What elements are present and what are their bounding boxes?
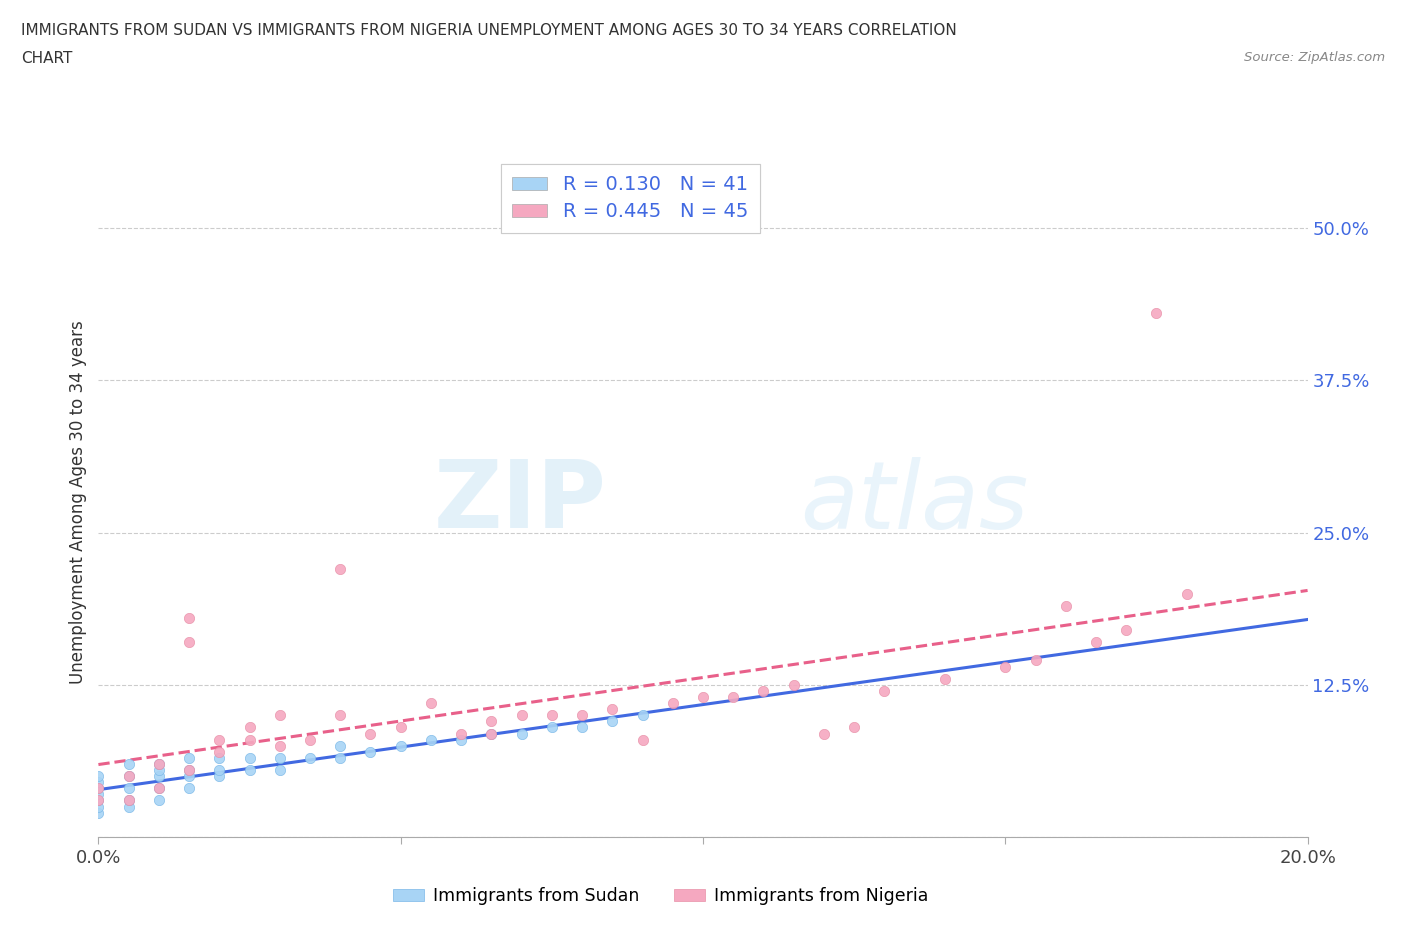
Point xyxy=(329,738,352,753)
Point xyxy=(782,677,804,692)
Point xyxy=(87,781,110,796)
Point xyxy=(1175,586,1198,601)
Point xyxy=(510,726,533,741)
Text: Source: ZipAtlas.com: Source: ZipAtlas.com xyxy=(1244,51,1385,64)
Point xyxy=(87,793,110,808)
Point xyxy=(813,726,835,741)
Point xyxy=(269,738,291,753)
Point xyxy=(87,787,110,802)
Point xyxy=(118,793,141,808)
Point xyxy=(540,720,562,735)
Point xyxy=(481,714,503,729)
Point xyxy=(329,751,352,765)
Point xyxy=(602,702,624,717)
Point xyxy=(419,732,441,747)
Point xyxy=(239,720,262,735)
Point xyxy=(177,751,201,765)
Point xyxy=(177,635,201,650)
Point xyxy=(148,781,170,796)
Point xyxy=(208,751,231,765)
Point xyxy=(118,781,141,796)
Point xyxy=(208,763,231,777)
Point xyxy=(148,769,170,784)
Point xyxy=(299,751,322,765)
Point xyxy=(177,610,201,625)
Point xyxy=(692,689,714,704)
Point xyxy=(481,726,503,741)
Point xyxy=(87,769,110,784)
Point xyxy=(177,763,201,777)
Point xyxy=(844,720,866,735)
Point xyxy=(148,793,170,808)
Point xyxy=(239,751,262,765)
Point xyxy=(118,769,141,784)
Text: CHART: CHART xyxy=(21,51,73,66)
Point xyxy=(360,726,382,741)
Point xyxy=(510,708,533,723)
Point xyxy=(450,732,472,747)
Point xyxy=(419,696,441,711)
Point xyxy=(87,775,110,790)
Point xyxy=(118,799,141,814)
Point xyxy=(118,769,141,784)
Point xyxy=(148,756,170,771)
Text: ZIP: ZIP xyxy=(433,457,606,548)
Point xyxy=(721,689,744,704)
Point xyxy=(571,720,593,735)
Text: IMMIGRANTS FROM SUDAN VS IMMIGRANTS FROM NIGERIA UNEMPLOYMENT AMONG AGES 30 TO 3: IMMIGRANTS FROM SUDAN VS IMMIGRANTS FROM… xyxy=(21,23,957,38)
Point xyxy=(661,696,683,711)
Point xyxy=(631,708,654,723)
Point xyxy=(450,726,472,741)
Point xyxy=(1144,306,1167,321)
Point xyxy=(329,562,352,577)
Point xyxy=(208,732,231,747)
Point xyxy=(177,763,201,777)
Point xyxy=(87,793,110,808)
Point xyxy=(873,684,896,698)
Legend: R = 0.130   N = 41, R = 0.445   N = 45: R = 0.130 N = 41, R = 0.445 N = 45 xyxy=(501,164,761,232)
Point xyxy=(934,671,956,686)
Point xyxy=(208,769,231,784)
Point xyxy=(87,799,110,814)
Text: atlas: atlas xyxy=(800,457,1028,548)
Point xyxy=(87,781,110,796)
Point xyxy=(239,732,262,747)
Point xyxy=(360,744,382,759)
Point xyxy=(1054,598,1077,613)
Point xyxy=(752,684,775,698)
Point xyxy=(118,793,141,808)
Point xyxy=(389,738,412,753)
Point xyxy=(148,763,170,777)
Point xyxy=(994,659,1017,674)
Point xyxy=(148,781,170,796)
Point xyxy=(208,744,231,759)
Point xyxy=(1085,635,1108,650)
Y-axis label: Unemployment Among Ages 30 to 34 years: Unemployment Among Ages 30 to 34 years xyxy=(69,320,87,684)
Legend: Immigrants from Sudan, Immigrants from Nigeria: Immigrants from Sudan, Immigrants from N… xyxy=(387,880,935,912)
Point xyxy=(177,781,201,796)
Point xyxy=(1115,622,1137,637)
Point xyxy=(540,708,562,723)
Point xyxy=(602,714,624,729)
Point xyxy=(118,756,141,771)
Point xyxy=(148,756,170,771)
Point xyxy=(177,769,201,784)
Point xyxy=(269,708,291,723)
Point xyxy=(389,720,412,735)
Point xyxy=(1024,653,1046,668)
Point xyxy=(239,763,262,777)
Point xyxy=(269,763,291,777)
Point xyxy=(87,805,110,820)
Point xyxy=(299,732,322,747)
Point xyxy=(329,708,352,723)
Point xyxy=(269,751,291,765)
Point xyxy=(481,726,503,741)
Point xyxy=(571,708,593,723)
Point xyxy=(631,732,654,747)
